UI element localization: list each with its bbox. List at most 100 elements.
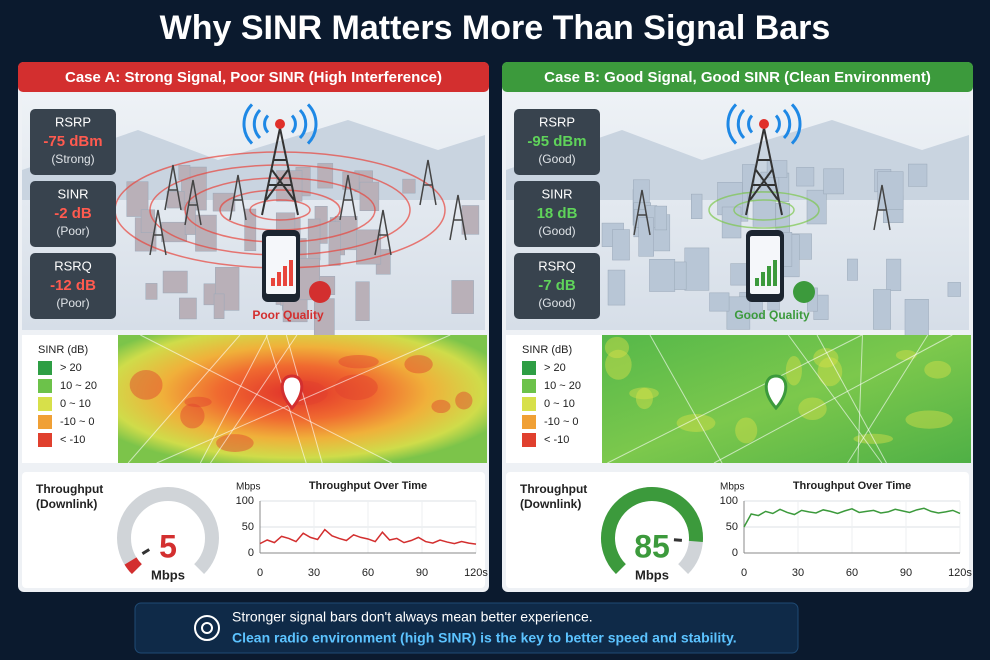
building xyxy=(730,263,749,286)
heatmap-patch xyxy=(905,410,953,429)
x-tick-label: 60 xyxy=(362,567,374,579)
tower-top xyxy=(275,119,285,129)
y-tick-label: 100 xyxy=(236,495,254,507)
heatmap-patch xyxy=(180,403,205,429)
heatmap-patch xyxy=(334,374,378,401)
building xyxy=(145,283,158,300)
building xyxy=(402,178,416,194)
heatmap-patch xyxy=(635,387,653,410)
x-tick-label: 120s xyxy=(948,567,972,579)
legend-label: 0 ~ 10 xyxy=(544,398,575,410)
phone-bar xyxy=(761,272,765,286)
tower xyxy=(449,194,467,241)
building xyxy=(684,247,710,291)
phone-bar xyxy=(271,278,275,286)
tower xyxy=(184,179,202,226)
gauge-needle xyxy=(141,548,151,555)
chart-title: Throughput Over Time xyxy=(793,480,911,492)
heatmap-patch xyxy=(605,349,632,380)
legend-swatch xyxy=(38,397,52,411)
metric-value: -95 dBm xyxy=(527,133,586,150)
heatmap-patch xyxy=(431,399,451,414)
building xyxy=(873,289,891,330)
metric-rating: (Good) xyxy=(538,224,575,238)
road xyxy=(857,334,863,464)
building xyxy=(162,270,188,294)
heatmap-patch xyxy=(455,391,473,410)
throughput-line xyxy=(743,507,961,528)
y-tick-label: 0 xyxy=(732,547,738,559)
tower-wave xyxy=(252,108,308,140)
x-tick-label: 0 xyxy=(257,567,263,579)
building xyxy=(649,259,676,292)
building xyxy=(166,191,185,209)
road xyxy=(127,334,241,464)
throughput-label: (Downlink) xyxy=(36,497,97,511)
heatmap-patch xyxy=(895,350,917,361)
tower xyxy=(149,209,167,256)
metric-name: SINR xyxy=(57,186,88,201)
metric-value: -7 dB xyxy=(538,277,576,294)
building xyxy=(184,202,196,235)
tower-wave xyxy=(736,108,792,140)
metric-name: RSRP xyxy=(539,114,575,129)
tower xyxy=(374,209,392,256)
building xyxy=(612,229,630,261)
map-pin xyxy=(764,374,788,411)
metric-name: RSRQ xyxy=(54,258,92,273)
y-tick-label: 0 xyxy=(248,547,254,559)
legend-swatch xyxy=(522,433,536,447)
phone-bar xyxy=(767,266,771,286)
metric-value: -12 dB xyxy=(50,277,96,294)
tower xyxy=(164,164,182,211)
signal-ring xyxy=(733,199,795,221)
metric-rating: (Good) xyxy=(538,152,575,166)
legend-label: 10 ~ 20 xyxy=(544,380,581,392)
road xyxy=(713,334,953,464)
legend-swatch xyxy=(522,361,536,375)
gauge-fill xyxy=(124,557,142,575)
building xyxy=(766,160,788,178)
footer-text: Clean radio environment (high SINR) is t… xyxy=(232,630,737,646)
building xyxy=(638,217,654,257)
metric-box xyxy=(30,109,116,175)
metric-value: -2 dB xyxy=(54,205,92,222)
quality-label: Good Quality xyxy=(734,308,810,322)
building xyxy=(709,292,730,312)
throughput-line xyxy=(259,528,477,545)
building xyxy=(877,171,904,210)
y-tick-label: 100 xyxy=(720,495,738,507)
metric-box xyxy=(514,181,600,247)
phone-bar xyxy=(289,260,293,286)
heatmap-patch xyxy=(798,397,827,421)
legend-swatch xyxy=(522,397,536,411)
building xyxy=(451,280,474,314)
tower xyxy=(339,174,357,221)
y-axis-label: Mbps xyxy=(236,482,260,493)
road xyxy=(607,334,863,464)
tower xyxy=(229,174,247,221)
panel-title: Case B: Good Signal, Good SINR (Clean En… xyxy=(544,69,931,86)
metric-value: 18 dB xyxy=(537,205,578,222)
chart-title: Throughput Over Time xyxy=(309,480,427,492)
legend-label: 0 ~ 10 xyxy=(60,398,91,410)
building xyxy=(947,282,961,297)
legend-label: 10 ~ 20 xyxy=(60,380,97,392)
heatmap-patch xyxy=(184,396,212,408)
heatmap-patch xyxy=(338,354,379,369)
building xyxy=(654,205,668,231)
panel-header xyxy=(18,62,489,92)
heatmap-patch xyxy=(924,360,952,379)
footer-box xyxy=(134,602,799,654)
mountains xyxy=(506,120,969,200)
panel-title: Case A: Strong Signal, Poor SINR (High I… xyxy=(65,69,442,86)
metric-rating: (Poor) xyxy=(56,224,89,238)
gauge-value: 5 xyxy=(159,528,177,564)
metric-box xyxy=(30,181,116,247)
y-axis-label: Mbps xyxy=(720,482,744,493)
legend-title: SINR (dB) xyxy=(522,344,572,356)
metric-rating: (Strong) xyxy=(51,152,94,166)
building xyxy=(213,293,225,319)
building xyxy=(359,181,380,211)
